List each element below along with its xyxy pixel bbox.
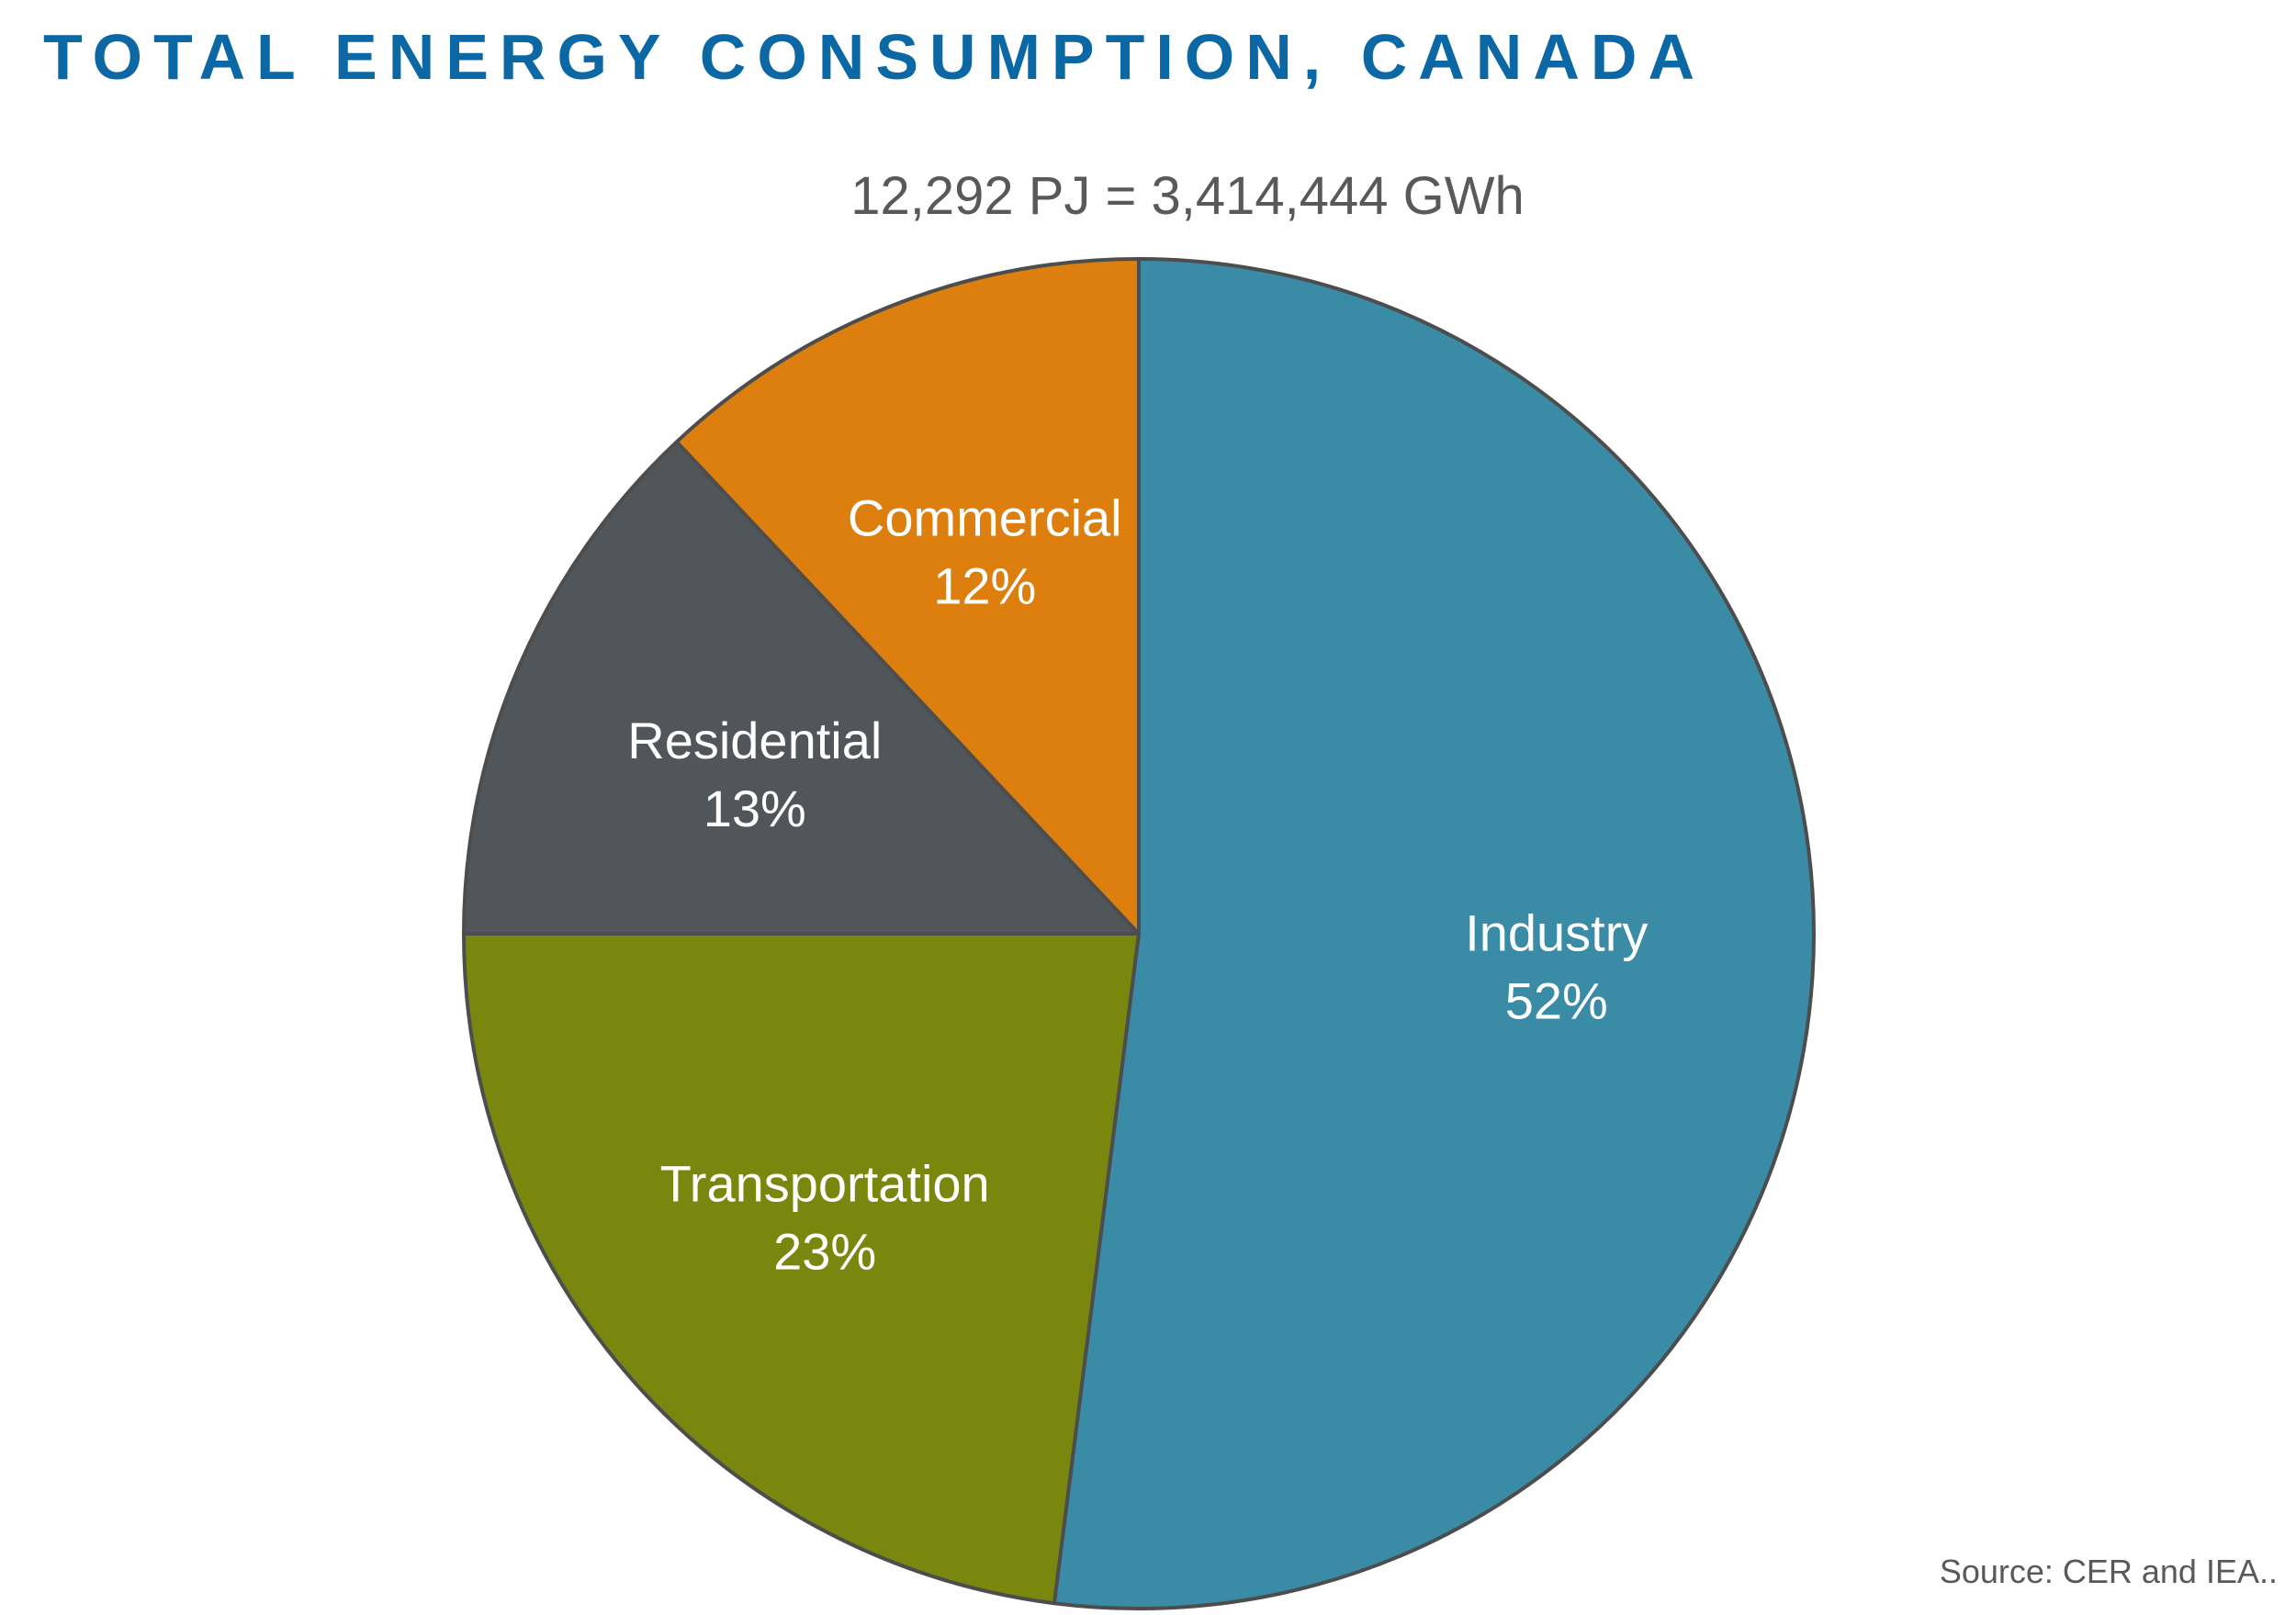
pie-label-commercial-value: 12% — [933, 556, 1036, 614]
pie-slice-transportation — [462, 932, 1141, 1606]
pie-label-industry-value: 52% — [1505, 972, 1608, 1030]
source-note: Source: CER and IEA.. — [1939, 1553, 2278, 1590]
pie-label-transportation-value: 23% — [773, 1222, 876, 1280]
pie-slice-residential — [462, 440, 1141, 936]
pie-label-commercial-name: Commercial — [848, 488, 1122, 546]
pie-labels: Industry 52% Transportation 23% Residential 1… — [627, 488, 1648, 1280]
pie-label-industry-name: Industry — [1465, 904, 1648, 962]
pie-label-transportation-name: Transportation — [660, 1154, 990, 1212]
pie-label-residential-value: 13% — [703, 779, 806, 837]
pie-label-residential-name: Residential — [627, 712, 882, 769]
pie-slice-commercial — [674, 257, 1141, 936]
pie-slices — [462, 257, 1816, 1610]
pie-slice-industry — [1052, 257, 1816, 1610]
page-title: TOTAL ENERGY CONSUMPTION, CANADA — [43, 21, 1706, 93]
chart-subtitle: 12,292 PJ = 3,414,444 GWh — [850, 166, 1525, 226]
